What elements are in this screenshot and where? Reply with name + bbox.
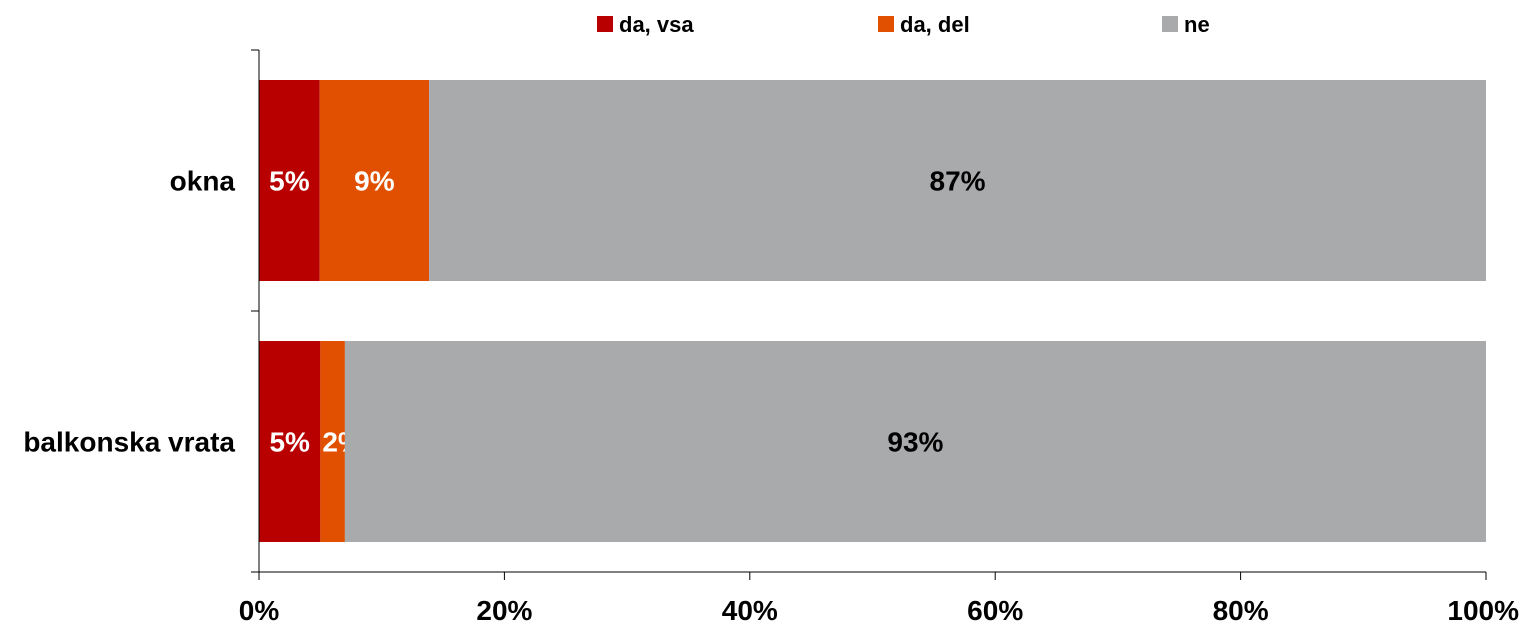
data-label: 9% — [354, 166, 395, 197]
bar-segment — [429, 80, 1486, 281]
legend-label: da, vsa — [619, 12, 694, 37]
category-label: balkonska vrata — [23, 427, 235, 458]
bar-segment — [320, 341, 345, 542]
legend-swatch — [597, 16, 613, 32]
plot-area: 5% 9% 87%5% 2% 93% — [259, 80, 1486, 542]
legend-swatch — [878, 16, 894, 32]
x-tick-label: 100% — [1447, 595, 1519, 624]
legend-label: da, del — [900, 12, 970, 37]
x-tick-label: 40% — [722, 595, 778, 624]
axes: okna balkonska vrata 0% 20% 40% 60% 80% 100% — [23, 49, 1519, 624]
legend-label: ne — [1184, 12, 1210, 37]
x-tick-label: 0% — [239, 595, 280, 624]
data-label: 87% — [930, 166, 986, 197]
data-label: 5% — [269, 166, 310, 197]
category-label: okna — [170, 166, 236, 197]
x-tick-label: 60% — [967, 595, 1023, 624]
bar-segment — [344, 341, 1486, 542]
legend: da, vsa da, del ne — [597, 12, 1210, 37]
x-tick-label: 20% — [476, 595, 532, 624]
x-tick-label: 80% — [1213, 595, 1269, 624]
data-label: 5% — [269, 427, 310, 458]
bar-segment — [259, 341, 321, 542]
legend-swatch — [1162, 16, 1178, 32]
bar-segment — [319, 80, 430, 281]
data-label: 93% — [887, 427, 943, 458]
bar-segment — [259, 80, 320, 281]
